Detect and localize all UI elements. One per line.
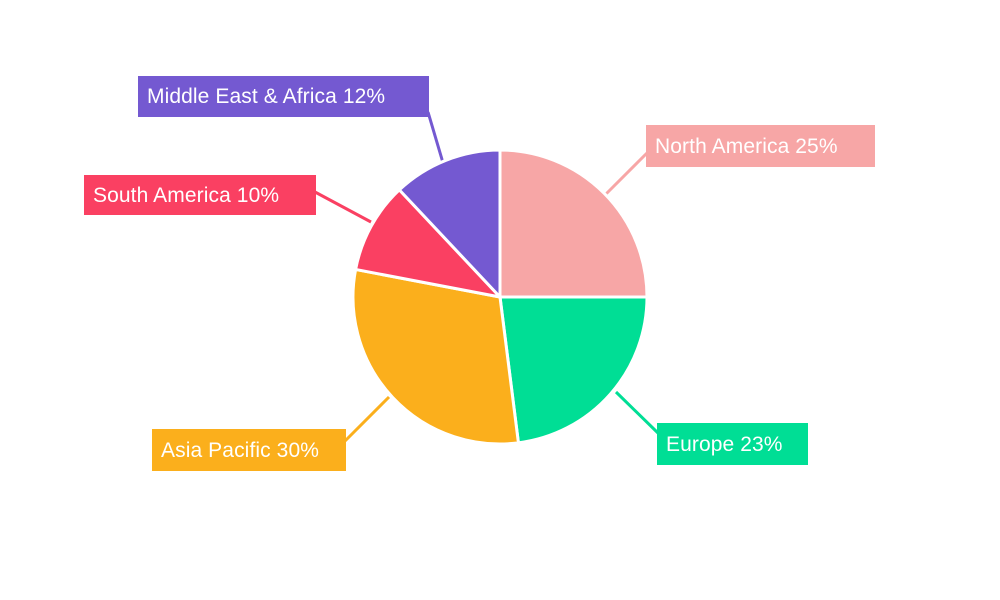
slice-label-south-america[interactable]: South America 10% bbox=[84, 175, 316, 215]
slice-label-middle-east-africa-text: Middle East & Africa 12% bbox=[147, 85, 386, 108]
slice-label-south-america-text: South America 10% bbox=[93, 183, 280, 207]
leader-line-south-america bbox=[314, 190, 372, 224]
slice-label-north-america-text: North America 25% bbox=[655, 134, 838, 158]
slice-label-asia-pacific-text: Asia Pacific 30% bbox=[161, 438, 320, 462]
pie-slice-south-america[interactable] bbox=[354, 188, 502, 299]
slice-label-middle-east-africa[interactable]: Middle East & Africa 12% bbox=[138, 76, 429, 117]
leader-line-europe bbox=[614, 390, 661, 436]
slice-label-asia-pacific[interactable]: Asia Pacific 30% bbox=[152, 429, 346, 471]
pie-slice-europe[interactable] bbox=[498, 295, 649, 445]
pie-slices bbox=[351, 148, 649, 446]
slice-label-europe-text: Europe 23% bbox=[666, 432, 783, 456]
leader-line-asia-pacific bbox=[343, 395, 391, 443]
leader-line-north-america bbox=[604, 150, 650, 196]
pie-slice-north-america[interactable] bbox=[498, 148, 649, 299]
slice-label-europe[interactable]: Europe 23% bbox=[657, 423, 808, 465]
pie-slice-asia-pacific[interactable] bbox=[351, 267, 520, 446]
pie-slice-middle-east-africa[interactable] bbox=[397, 148, 502, 299]
slice-label-north-america[interactable]: North America 25% bbox=[646, 125, 875, 167]
